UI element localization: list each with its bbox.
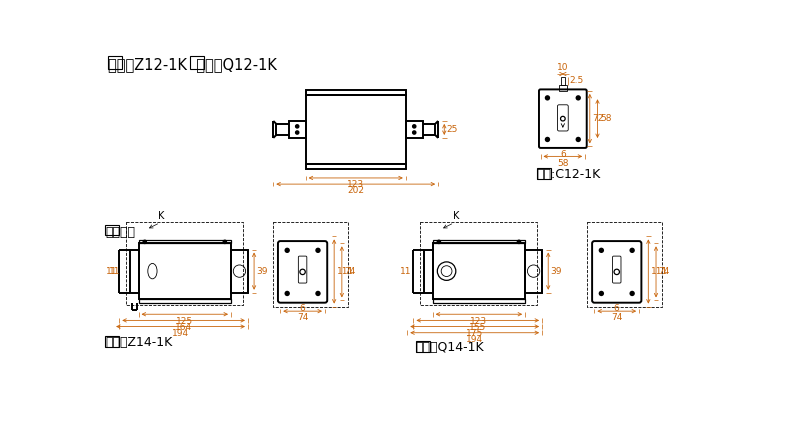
Circle shape [295,130,300,135]
Bar [105,336,120,347]
Text: 6: 6 [560,150,566,159]
Text: 74: 74 [658,267,669,276]
Circle shape [412,130,417,135]
Bar [406,121,422,138]
Text: 74: 74 [611,313,622,323]
Text: 58: 58 [600,114,611,123]
Text: 202: 202 [347,187,364,195]
Text: 图四:C12-1K: 图四:C12-1K [536,168,601,181]
Bar [306,95,406,164]
Bar [130,250,139,293]
Text: 175: 175 [466,329,483,338]
Bar [416,341,430,352]
Circle shape [630,248,635,253]
Circle shape [316,291,320,296]
Bar [231,250,248,293]
Circle shape [630,291,635,296]
Text: 11: 11 [109,267,121,276]
Circle shape [545,95,550,101]
Bar [525,250,542,293]
Circle shape [285,291,290,296]
Text: 72: 72 [592,114,603,123]
Bar [289,121,306,138]
Text: K: K [453,211,459,221]
Text: 155: 155 [469,323,486,332]
Text: 6: 6 [614,304,619,313]
Text: 123: 123 [470,316,488,326]
Circle shape [295,124,300,128]
Text: 图四：Z14-1K: 图四：Z14-1K [105,336,173,349]
Circle shape [599,248,604,253]
Text: 39: 39 [257,267,268,276]
Circle shape [316,248,320,253]
Text: 25: 25 [446,125,458,134]
Text: 164: 164 [175,323,192,332]
Text: 10: 10 [557,62,568,72]
Circle shape [285,248,290,253]
Circle shape [575,95,581,101]
Bar [536,168,551,179]
Text: 图二：Z12-1K  图三：Q12-1K: 图二：Z12-1K 图三：Q12-1K [108,57,277,72]
Bar [559,85,567,91]
Text: 图五：Q14-1K: 图五：Q14-1K [416,341,485,354]
Text: 194: 194 [466,335,483,344]
Bar [139,299,231,303]
Bar [433,239,525,243]
Bar [306,90,406,95]
Bar [105,225,120,235]
Circle shape [222,239,227,244]
Bar [433,243,525,299]
Circle shape [143,239,147,244]
Bar [306,164,406,169]
Bar [108,56,122,69]
Circle shape [545,137,550,142]
Text: 2.5: 2.5 [569,76,583,85]
Text: 58: 58 [557,159,568,168]
Circle shape [437,239,442,244]
Text: 74: 74 [297,313,308,323]
Text: 111: 111 [650,267,668,276]
Bar [190,56,204,69]
Bar [560,77,565,85]
Text: 125: 125 [176,316,194,326]
Text: 尺寸图：: 尺寸图： [105,225,135,239]
Text: 111: 111 [336,267,354,276]
Text: 39: 39 [551,267,562,276]
Text: 123: 123 [347,180,364,189]
Bar [139,239,231,243]
Text: 194: 194 [172,329,189,338]
Text: 6: 6 [300,304,305,313]
Text: K: K [159,211,165,221]
Text: 74: 74 [344,267,355,276]
Circle shape [575,137,581,142]
Bar [139,243,231,299]
Text: 11: 11 [399,267,411,276]
Text: 11: 11 [105,267,117,276]
Bar [424,250,433,293]
Bar [433,299,525,303]
Circle shape [412,124,417,128]
Circle shape [599,291,604,296]
Circle shape [516,239,521,244]
